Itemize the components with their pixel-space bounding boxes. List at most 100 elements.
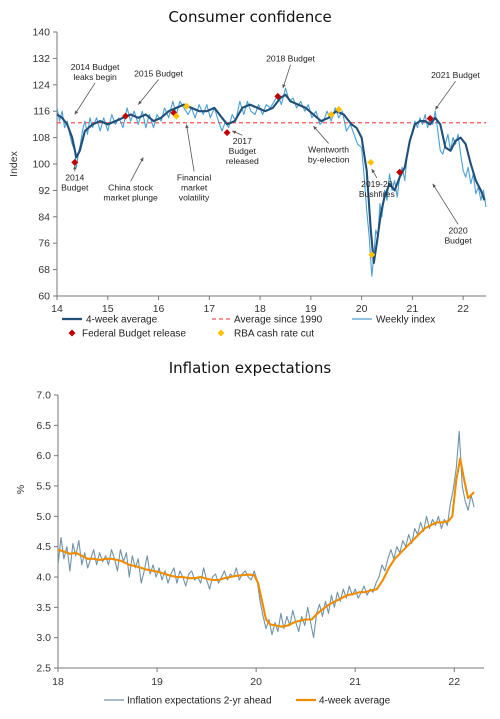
rba-cut-marker <box>368 251 376 259</box>
annotation: 2021 Budget <box>431 70 481 110</box>
annotation-arrowhead <box>74 110 79 115</box>
annotation-arrow <box>432 183 459 225</box>
legend-label-4-week-average: 4-week average <box>86 315 158 326</box>
annotation-text: leaks begin <box>73 72 117 82</box>
annotation-arrow <box>434 80 456 110</box>
annotation-arrowhead <box>435 105 439 110</box>
y-tick-label: 5.0 <box>36 511 51 523</box>
x-tick-label: 20 <box>250 676 262 688</box>
annotation-text: Wentworth <box>308 144 349 154</box>
annotation-text: market plunge <box>103 192 158 202</box>
annotation-arrow <box>74 82 96 115</box>
y-tick-label: 116 <box>33 106 50 118</box>
annotation-text: Financial <box>177 173 211 183</box>
annotation-text: 2018 Budget <box>266 54 315 64</box>
consumer-confidence-panel: Consumer confidence 60 68 76 84 92 100 108 116 1… <box>0 0 500 345</box>
annotation-arrowhead <box>232 130 237 134</box>
annotation-text: 2021 Budget <box>431 70 480 80</box>
annotation-arrow <box>282 64 291 89</box>
y-tick-label: 4.0 <box>36 572 51 584</box>
y-tick-label: 92 <box>38 185 50 197</box>
x-tick-label: 22 <box>448 676 460 688</box>
y-tick-label: 6.5 <box>36 420 51 432</box>
legend-label-inflation-expectations: Inflation expectations 2-yr ahead <box>127 696 272 707</box>
x-tick-label: 22 <box>457 303 469 315</box>
inflation-expectations-line <box>57 430 475 639</box>
annotation-text: by-election <box>308 154 350 164</box>
rba-cut-marker <box>327 111 335 118</box>
x-tick-label: 18 <box>254 303 266 315</box>
x-tick-label: 19 <box>305 303 317 315</box>
x-tick-label: 16 <box>153 303 165 315</box>
y-axis-title: Index <box>8 150 20 176</box>
y-tick-label: 84 <box>38 211 50 223</box>
y-tick-label: 7.0 <box>36 390 51 402</box>
y-tick-label: 4.5 <box>36 541 51 553</box>
federal-budget-marker <box>426 114 434 122</box>
rba-cut-marker <box>172 112 180 120</box>
y-tick-label: 76 <box>38 238 50 250</box>
y-tick-label: 6.0 <box>36 450 51 462</box>
annotation-arrow <box>130 157 144 182</box>
legend-swatch-federal-budget <box>68 329 76 337</box>
federal-budget-marker <box>71 158 79 166</box>
y-tick-label: 124 <box>32 79 50 91</box>
rba-cut-marker <box>335 106 343 114</box>
y-tick-label: 100 <box>32 159 50 171</box>
y-tick-label: 132 <box>32 53 50 65</box>
x-tick-label: 21 <box>349 676 361 688</box>
legend-label-average-since-1990: Average since 1990 <box>234 315 323 326</box>
annotation-text: released <box>226 156 259 166</box>
x-tick-label: 17 <box>203 303 215 315</box>
y-tick-label: 140 <box>32 27 50 39</box>
y-tick-label: 108 <box>32 132 50 144</box>
x-tick-label: 19 <box>151 676 163 688</box>
y-tick-label: 60 <box>38 291 50 303</box>
federal-budget-marker <box>274 92 282 100</box>
annotation-arrow <box>186 124 195 172</box>
annotation: 2018 Budget <box>266 54 316 89</box>
x-tick-label: 15 <box>102 303 114 315</box>
x-tick-label: 20 <box>356 303 368 315</box>
annotation-text: Budget <box>444 235 472 245</box>
annotation-text: Budget <box>229 146 257 156</box>
inflation-expectations-chart: 2.5 3.0 3.5 4.0 4.5 5.0 5.5 6.0 6.5 7.0 18 19 20 21 22… <box>15 390 484 707</box>
y-tick-label: 5.5 <box>36 481 51 493</box>
x-tick-label: 14 <box>51 303 63 315</box>
annotation-text: China stock <box>108 182 154 192</box>
legend-label-rba-cut: RBA cash rate cut <box>234 329 314 340</box>
annotation-arrowhead <box>371 168 376 173</box>
federal-budget-marker <box>122 112 130 120</box>
annotation-text: Bushfires <box>359 189 395 199</box>
legend: Inflation expectations 2-yr ahead 4-week … <box>104 696 391 707</box>
annotation-arrowhead <box>73 165 77 170</box>
annotation-text: 2020 <box>449 225 468 235</box>
x-tick-label: 18 <box>52 676 64 688</box>
annotation-text: 2017 <box>233 136 252 146</box>
annotation-arrowhead <box>432 183 437 188</box>
annotation-text: 2014 Budget <box>71 62 120 72</box>
annotation-arrow <box>313 125 329 144</box>
y-tick-label: 68 <box>38 264 50 276</box>
legend: 4-week average Average since 1990 Weekly i… <box>62 315 435 340</box>
legend-swatch-rba-cut <box>217 329 225 337</box>
rba-cut-marker <box>367 158 375 166</box>
annotation-text: 2019-20 <box>361 179 393 189</box>
x-tick-label: 21 <box>407 303 419 315</box>
y-tick-label: 3.5 <box>36 602 51 614</box>
annotation: 2015 Budget <box>134 69 184 105</box>
annotation-arrowhead <box>140 157 144 162</box>
federal-budget-marker <box>396 168 404 176</box>
annotation-arrowhead <box>313 126 318 130</box>
annotation-text: market <box>181 183 208 193</box>
legend-label-weekly-index: Weekly index <box>376 315 435 326</box>
legend-label-federal-budget: Federal Budget release <box>82 329 186 340</box>
chart-title: Consumer confidence <box>168 8 332 26</box>
inflation-expectations-panel: Inflation expectations 2.5 3.0 3.5 4.0 4.5 5.… <box>0 345 500 719</box>
